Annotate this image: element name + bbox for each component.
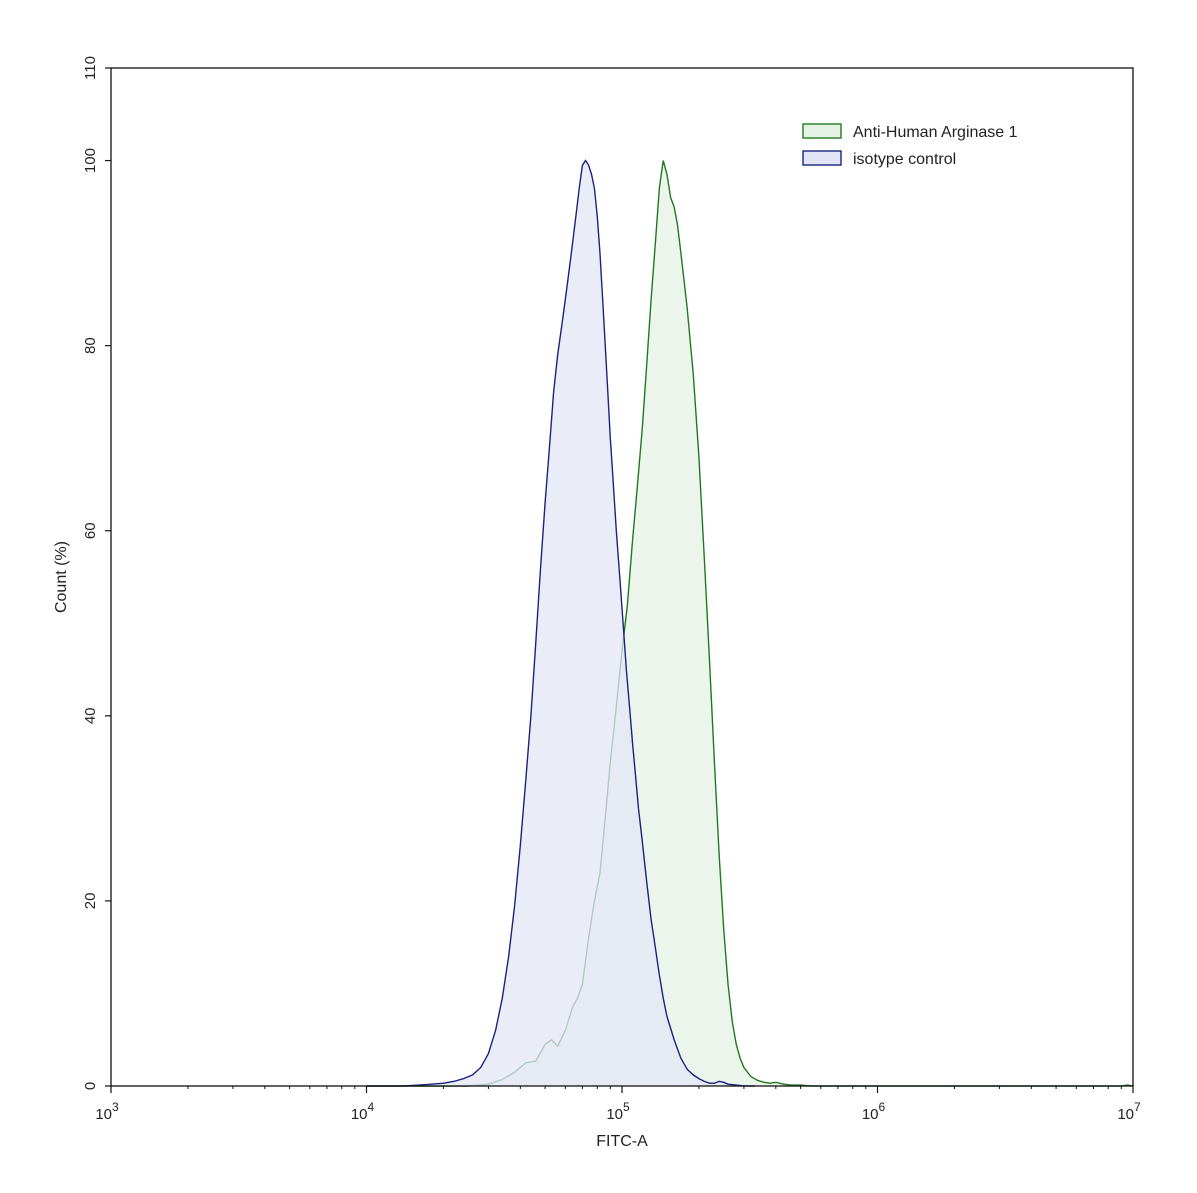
y-tick-label: 80 [82, 337, 99, 354]
x-axis-title: FITC-A [596, 1133, 648, 1150]
legend-label-1: isotype control [853, 151, 956, 168]
x-axis: 103 104 105 106 107 [95, 1086, 1141, 1123]
series-1-area [366, 160, 755, 1087]
x-tick-label: 103 [95, 1100, 119, 1123]
y-tick-label: 110 [82, 56, 99, 80]
y-tick-label: 60 [82, 522, 99, 539]
x-tick-label: 106 [862, 1100, 886, 1123]
y-tick-label: 100 [82, 148, 99, 173]
y-tick-label: 40 [82, 707, 99, 724]
series-0-area [366, 160, 1133, 1087]
legend-swatch-1 [802, 150, 842, 166]
legend-swatch-0 [802, 123, 842, 139]
y-axis-title: Count (%) [53, 541, 70, 613]
legend: Anti-Human Arginase 1 isotype control [802, 123, 1018, 168]
x-tick-label: 105 [606, 1100, 630, 1123]
legend-label-0: Anti-Human Arginase 1 [853, 124, 1018, 141]
x-tick-label: 107 [1117, 1100, 1141, 1123]
x-tick-label: 104 [351, 1100, 375, 1123]
y-axis: 0 20 40 60 80 100 110 [82, 56, 111, 1090]
series-0-line [366, 160, 1134, 1087]
y-tick-label: 0 [82, 1082, 99, 1090]
y-tick-label: 20 [82, 893, 99, 910]
series-1-line [366, 159, 755, 1087]
